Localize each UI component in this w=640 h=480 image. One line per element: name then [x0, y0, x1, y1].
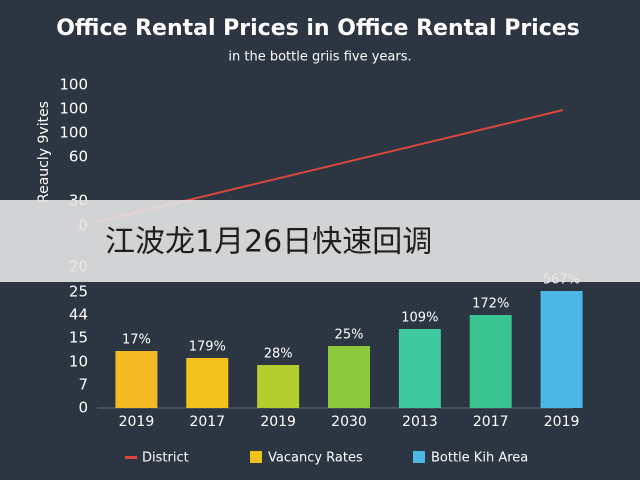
bar-annotation: 172% — [472, 297, 509, 312]
legend-label: Vacancy Rates — [268, 451, 363, 466]
legend-swatch — [250, 451, 262, 463]
y-tick-label: 25 — [69, 283, 88, 301]
legend-label: Bottle Kih Area — [431, 451, 528, 466]
bar-annotation: 17% — [122, 333, 151, 348]
x-tick-label: 2030 — [331, 414, 367, 430]
bar — [540, 291, 583, 408]
bar — [257, 365, 300, 408]
bar-annotation: 25% — [335, 328, 364, 343]
banner-text: 江波龙1月26日快速回调 — [105, 225, 432, 260]
x-tick-label: 2017 — [473, 414, 509, 430]
legend-swatch — [125, 456, 137, 459]
x-tick-label: 2013 — [402, 414, 438, 430]
chart-title: Office Rental Prices in Office Rental Pr… — [56, 16, 580, 41]
y-tick-label: 100 — [59, 100, 88, 118]
bar — [469, 315, 512, 408]
x-tick-label: 2019 — [544, 414, 580, 430]
bar-annotation: 28% — [264, 347, 293, 362]
bar-annotation: 109% — [401, 311, 438, 326]
y-axis-label: Reaucly 9vites — [36, 101, 52, 203]
legend-swatch — [413, 451, 425, 463]
chart-subtitle: in the bottle griis five years. — [228, 50, 411, 65]
bar — [398, 329, 441, 408]
y-tick-label: 7 — [78, 376, 88, 394]
y-tick-label: 0 — [78, 399, 88, 417]
banner — [0, 200, 640, 282]
bar — [115, 351, 158, 408]
x-tick-label: 2019 — [119, 414, 155, 430]
x-tick-label: 2019 — [260, 414, 296, 430]
y-tick-label: 44 — [69, 306, 88, 324]
y-tick-label: 60 — [69, 148, 88, 166]
bar — [186, 358, 229, 408]
legend-label: District — [142, 451, 189, 466]
x-tick-label: 2017 — [189, 414, 225, 430]
bar-annotation: 179% — [189, 340, 226, 355]
y-tick-label: 100 — [59, 124, 88, 142]
y-tick-label: 15 — [69, 329, 88, 347]
plots: 0306010010010007101544252017%2019179%201… — [59, 76, 583, 430]
bar — [328, 346, 370, 408]
overlay: 江波龙1月26日快速回调 — [0, 200, 640, 282]
y-tick-label: 100 — [59, 76, 88, 94]
y-tick-label: 10 — [69, 353, 88, 371]
